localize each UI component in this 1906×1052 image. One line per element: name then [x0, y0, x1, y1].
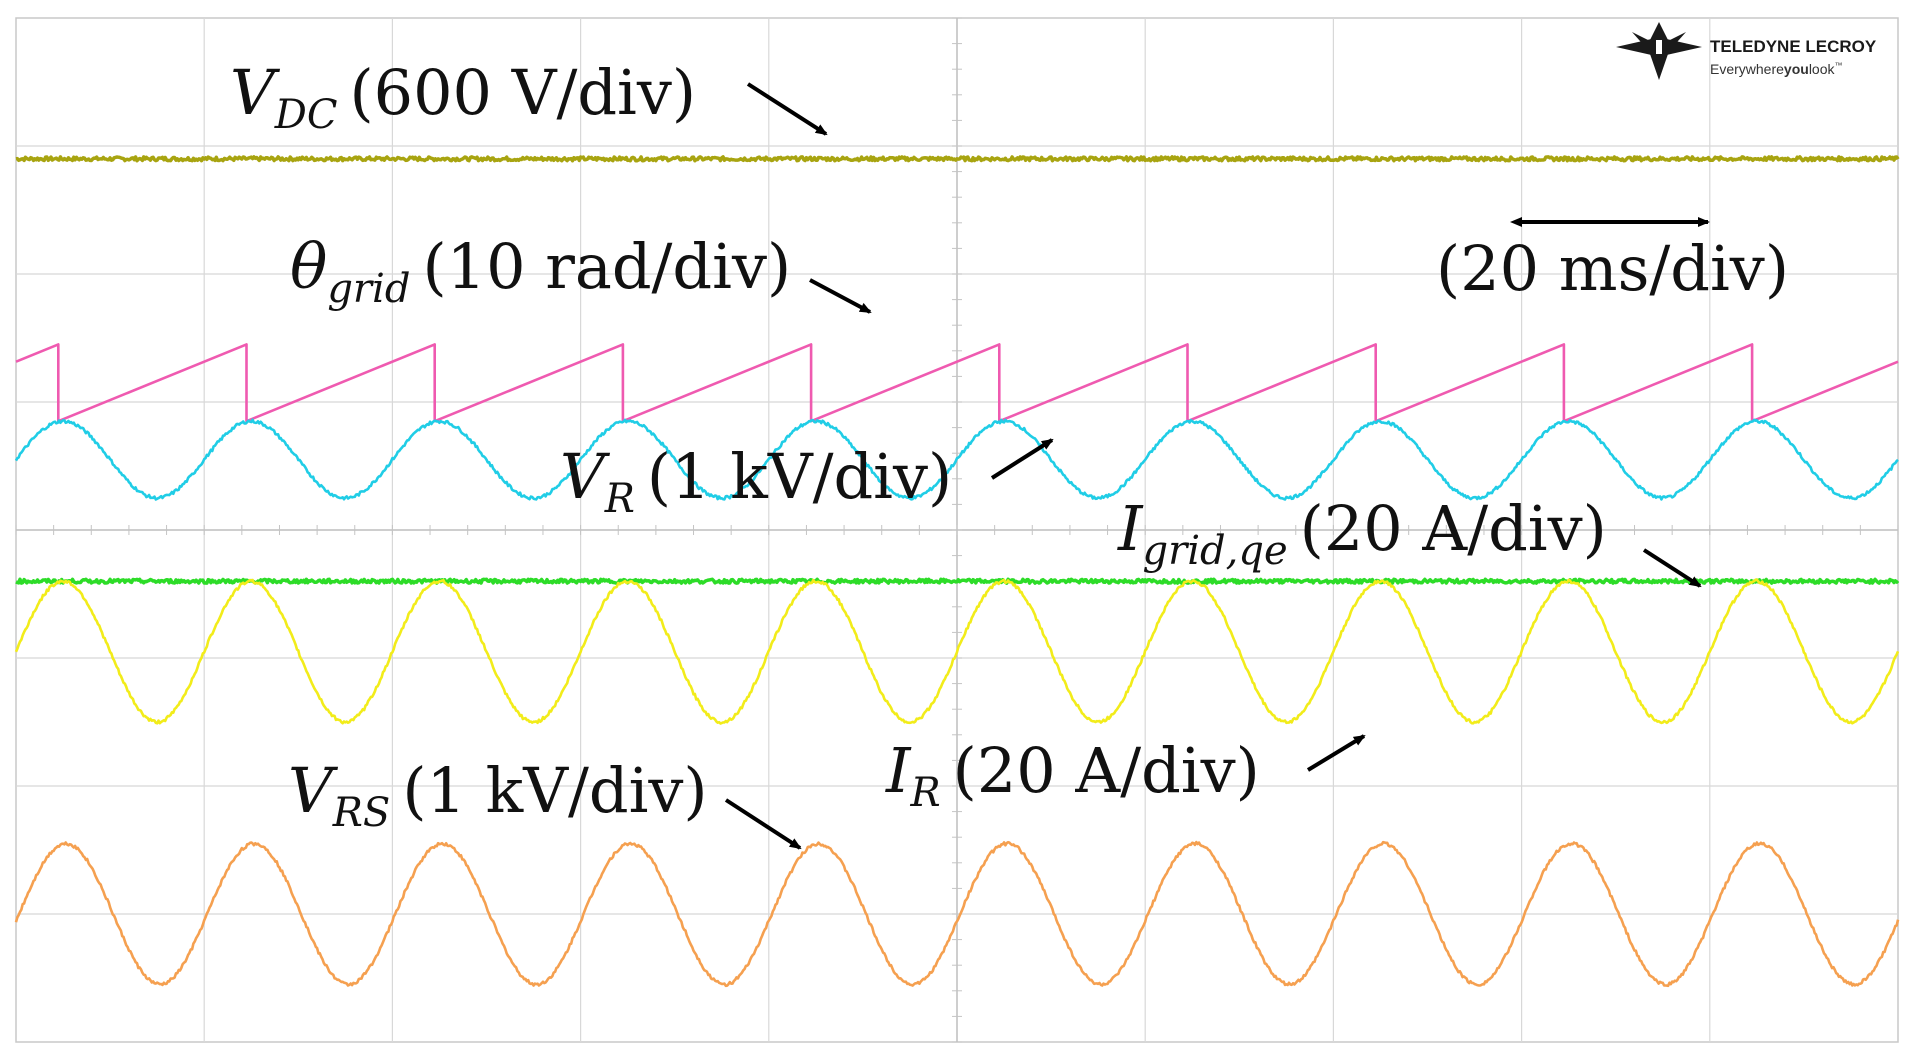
trace-5 — [14, 578, 1900, 725]
teledyne-logo: TELEDYNE LECROY Everywhereyoulook™ — [1616, 22, 1877, 80]
label-theta-grid: θgrid (10 rad/div) — [290, 230, 791, 312]
arrow-vrs — [724, 798, 802, 850]
label-vr: VR (1 kV/div) — [560, 440, 952, 522]
brand-name: TELEDYNE LECROY — [1710, 37, 1877, 56]
label-igrid-qe: Igrid,qe (20 A/div) — [1117, 492, 1607, 574]
label-ir: IR (20 A/div) — [885, 734, 1260, 816]
trace-1 — [15, 155, 1900, 163]
waveform-traces — [14, 155, 1900, 988]
teledyne-logo-icon — [1616, 22, 1702, 80]
arrow-ir — [1306, 734, 1366, 772]
arrow-vdc — [746, 82, 828, 136]
trace-6 — [14, 840, 1900, 988]
graticule — [15, 17, 1899, 1043]
trace-4 — [15, 577, 1900, 585]
arrow-theta-grid — [809, 278, 872, 314]
brand-tagline: Everywhereyoulook™ — [1710, 61, 1843, 77]
arrow-igrid-qe — [1642, 548, 1702, 588]
arrow-vr — [990, 438, 1054, 480]
time-scale-label: (20 ms/div) — [1436, 232, 1789, 305]
label-vrs: VRS (1 kV/div) — [288, 754, 708, 836]
trace-3 — [14, 418, 1899, 501]
trace-2 — [15, 343, 1899, 423]
label-vdc: VDC (600 V/div) — [230, 56, 696, 138]
